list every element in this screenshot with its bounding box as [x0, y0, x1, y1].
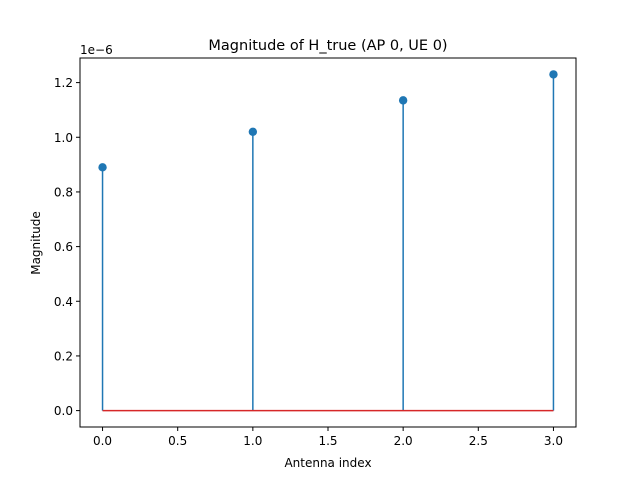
x-tick-label: 1.0: [243, 434, 262, 448]
stem-marker: [98, 163, 107, 172]
x-axis-label: Antenna index: [284, 456, 371, 470]
stem-marker: [549, 70, 558, 79]
chart-title: Magnitude of H_true (AP 0, UE 0): [208, 38, 447, 54]
y-axis-label: Magnitude: [29, 211, 43, 275]
x-tick-label: 3.0: [544, 434, 563, 448]
y-tick-label: 1.0: [54, 131, 73, 145]
x-tick-label: 2.0: [394, 434, 413, 448]
axes-frame: [79, 57, 577, 428]
x-tick-label: 0.5: [168, 434, 187, 448]
stem-marker: [248, 127, 258, 136]
y-scale-label: 1e−6: [80, 43, 113, 57]
x-tick-label: 1.5: [318, 434, 337, 448]
x-tick-label: 2.5: [469, 434, 488, 448]
x-tick-label: 0.0: [93, 434, 112, 448]
plot-area: 0.0 0.5 1.0 1.5 2.0 2.5 3.0 0.0 0.2 0.4 0.6 0.8 1.0 1…: [54, 70, 563, 448]
y-tick-label: 1.2: [54, 76, 73, 90]
y-tick-label: 0.2: [54, 349, 73, 363]
stem-marker: [398, 96, 408, 105]
y-tick-label: 0.8: [54, 185, 73, 199]
y-tick-label: 0.6: [54, 240, 73, 254]
y-tick-label: 0.0: [54, 404, 73, 418]
y-tick-label: 0.4: [54, 295, 73, 309]
